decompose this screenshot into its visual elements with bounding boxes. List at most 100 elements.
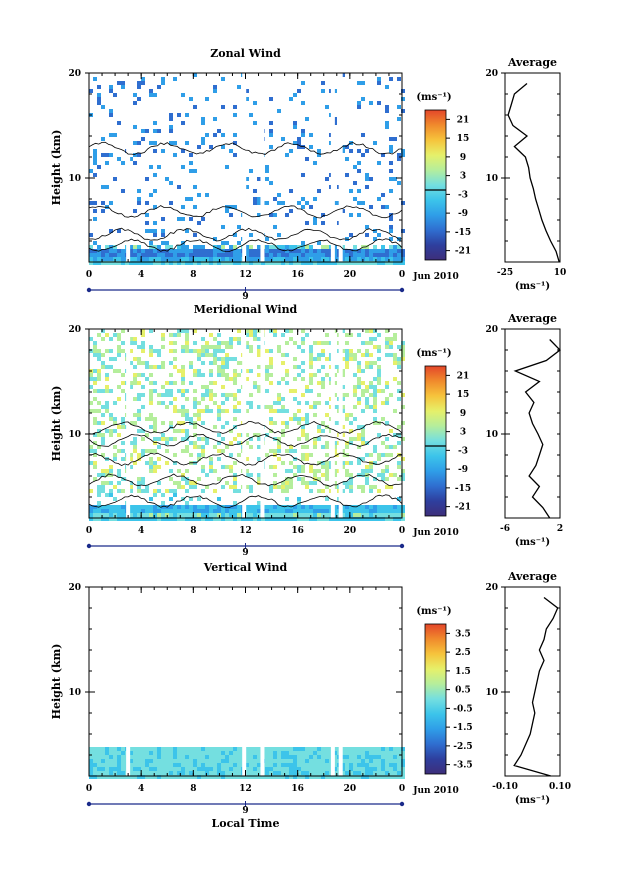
heatmap-cell — [365, 401, 369, 405]
heatmap-cell — [153, 771, 157, 775]
colorbar-tick-label: 1.5 — [455, 667, 471, 677]
heatmap-cell — [285, 513, 289, 517]
heatmap-cell — [185, 509, 189, 513]
heatmap-cell — [361, 353, 365, 357]
heatmap-cell — [185, 747, 189, 751]
heatmap-cell — [157, 771, 161, 775]
heatmap-cell — [377, 101, 381, 105]
x-tick-label: 16 — [291, 270, 304, 280]
heatmap-cell — [257, 481, 261, 485]
heatmap-cell — [209, 397, 213, 401]
heatmap-cell — [153, 775, 157, 779]
heatmap-cell — [149, 465, 153, 469]
heatmap-cell — [89, 771, 93, 775]
heatmap-cell — [245, 469, 249, 473]
heatmap-cell — [137, 261, 141, 265]
heatmap-cell — [277, 401, 281, 405]
heatmap-cell — [181, 771, 185, 775]
heatmap-cell — [205, 349, 209, 353]
heatmap-cell — [265, 755, 269, 759]
heatmap-cell — [89, 201, 93, 205]
heatmap-cell — [105, 349, 109, 353]
heatmap-cell — [193, 105, 197, 109]
heatmap-cell — [313, 469, 317, 473]
contour-lines — [88, 420, 403, 508]
heatmap-cell — [181, 421, 185, 425]
heatmap-cell — [301, 517, 305, 521]
heatmap-cell — [93, 369, 97, 373]
heatmap-cell — [229, 429, 233, 433]
heatmap-cell — [293, 755, 297, 759]
heatmap-cell — [249, 505, 253, 509]
heatmap-cell — [213, 513, 217, 517]
heatmap-cell — [341, 385, 345, 389]
heatmap-cell — [213, 445, 217, 449]
heatmap-cell — [213, 89, 217, 93]
heatmap-cell — [321, 377, 325, 381]
heatmap-cell — [317, 425, 321, 429]
heatmap-cell — [309, 405, 313, 409]
heatmap-cell — [153, 759, 157, 763]
heatmap-cell — [301, 747, 305, 751]
heatmap-cell — [293, 417, 297, 421]
heatmap-cell — [221, 509, 225, 513]
heatmap-cell — [137, 453, 141, 457]
heatmap-cell — [401, 759, 405, 763]
heatmap-cell — [301, 341, 305, 345]
heatmap-cell — [229, 509, 233, 513]
heatmap-cell — [145, 249, 149, 253]
heatmap-cell — [137, 485, 141, 489]
colorbar — [424, 623, 447, 775]
heatmap-cell — [353, 389, 357, 393]
heatmap-cell — [365, 149, 369, 153]
heatmap-cell — [373, 337, 377, 341]
heatmap-cell — [361, 747, 365, 751]
heatmap-cell — [181, 381, 185, 385]
heatmap-cell — [325, 333, 329, 337]
heatmap-cell — [325, 763, 329, 767]
heatmap-cell — [205, 505, 209, 509]
heatmap-cell — [377, 257, 381, 261]
heatmap-cell — [93, 389, 97, 393]
heatmap-cell — [385, 381, 389, 385]
heatmap-cell — [133, 249, 137, 253]
heatmap-cell — [305, 245, 309, 249]
heatmap-cell — [185, 501, 189, 505]
heatmap-cell — [133, 755, 137, 759]
heatmap-cell — [401, 109, 405, 113]
heatmap-cell — [217, 747, 221, 751]
heatmap-cell — [361, 755, 365, 759]
heatmap-cell — [377, 771, 381, 775]
heatmap-cell — [293, 513, 297, 517]
heatmap-cell — [185, 469, 189, 473]
contour-line — [88, 494, 403, 508]
heatmap-cell — [177, 755, 181, 759]
heatmap-cell — [325, 759, 329, 763]
heatmap-cell — [109, 509, 113, 513]
heatmap-cell — [141, 513, 145, 517]
heatmap-cell — [389, 137, 393, 141]
heatmap-cell — [273, 465, 277, 469]
heatmap-cell — [385, 775, 389, 779]
heatmap-cell — [381, 477, 385, 481]
heatmap-cell — [357, 101, 361, 105]
heatmap-cell — [109, 775, 113, 779]
heatmap-cell — [201, 747, 205, 751]
heatmap-cell — [113, 775, 117, 779]
heatmap-cell — [109, 429, 113, 433]
heatmap-cell — [89, 461, 93, 465]
heatmap-cell — [349, 149, 353, 153]
heatmap-cell — [365, 465, 369, 469]
contour-line — [88, 452, 403, 467]
heatmap-cell — [213, 489, 217, 493]
heatmap-cell — [89, 385, 93, 389]
heatmap-cell — [353, 437, 357, 441]
heatmap-cell — [169, 505, 173, 509]
heatmap-cell — [249, 485, 253, 489]
heatmap-cell — [109, 417, 113, 421]
heatmap-cell — [341, 369, 345, 373]
heatmap-cell — [357, 751, 361, 755]
heatmap-cell — [321, 755, 325, 759]
heatmap-cell — [297, 437, 301, 441]
heatmap-cell — [125, 775, 129, 779]
